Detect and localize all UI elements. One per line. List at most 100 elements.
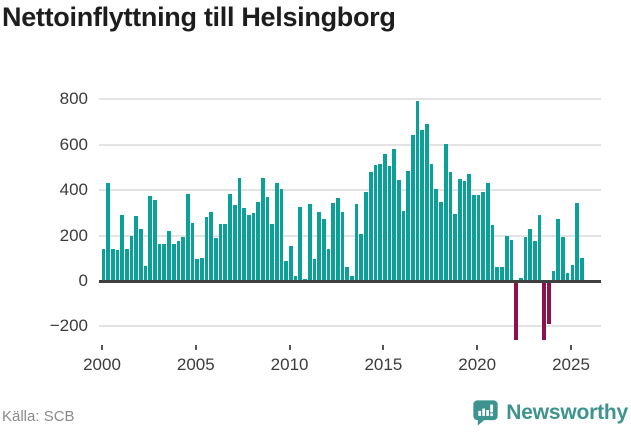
bar-2017q1 (420, 130, 425, 281)
bar-2016q3 (411, 134, 415, 281)
y-axis-label: 600 (59, 134, 88, 154)
bar-2022q2 (518, 277, 523, 281)
bar-2021q1 (495, 267, 500, 281)
bar-2013q2 (350, 276, 354, 281)
bar-2019q3 (467, 174, 471, 281)
bar-2016q1 (401, 210, 406, 281)
x-axis-tick (194, 345, 197, 350)
bar-2008q3 (260, 177, 265, 281)
zero-line (99, 279, 601, 283)
bar-2019q1 (457, 178, 462, 281)
bar-2009q1 (270, 224, 275, 281)
bar-2020q4 (490, 225, 495, 281)
bar-2024q2 (556, 218, 561, 281)
bar-2010q3 (298, 207, 303, 281)
bar-2014q2 (368, 172, 373, 281)
bar-2001q2 (124, 249, 129, 281)
x-axis-tick (570, 345, 572, 350)
bar-2017q3 (429, 164, 434, 281)
y-axis-label: 400 (59, 180, 88, 200)
gridline (99, 234, 601, 237)
bar-2016q4 (415, 100, 420, 281)
bar-2008q1 (251, 212, 256, 281)
bar-2019q2 (462, 181, 467, 281)
bar-2006q2 (218, 224, 223, 281)
bar-2011q1 (307, 203, 312, 281)
y-axis-label: −200 (49, 316, 88, 336)
bar-2025q3 (579, 258, 584, 281)
bar-2022q1 (514, 281, 518, 341)
x-axis-label: 2020 (458, 355, 497, 374)
y-axis-label: 0 (78, 271, 88, 290)
bar-2003q1 (157, 243, 162, 281)
bar-2019q4 (472, 194, 476, 281)
bar-2005q3 (204, 217, 209, 281)
bar-2004q4 (190, 223, 195, 281)
y-axis-label: 200 (59, 225, 88, 245)
gridline (99, 189, 601, 192)
bar-2025q1 (570, 265, 575, 281)
bar-2017q4 (434, 189, 439, 281)
bar-2004q2 (181, 236, 185, 281)
newsworthy-wordmark: Newsworthy (506, 400, 628, 424)
bar-2020q2 (481, 192, 486, 281)
bar-2023q2 (537, 215, 542, 281)
bar-2007q1 (232, 204, 237, 281)
bar-2012q4 (340, 211, 345, 281)
bar-2016q2 (406, 170, 411, 281)
bar-2018q3 (448, 172, 453, 281)
source-caption: Källa: SCB (2, 408, 75, 425)
bar-2003q4 (171, 243, 176, 281)
bar-2000q4 (115, 250, 120, 281)
bar-2015q2 (387, 166, 392, 281)
x-axis-label: 2000 (83, 355, 121, 374)
x-axis-tick (101, 345, 103, 350)
bar-2000q1 (101, 249, 106, 281)
bar-2001q1 (120, 215, 124, 281)
gridline (99, 143, 601, 146)
bar-2008q4 (265, 197, 270, 281)
bar-2002q4 (153, 200, 157, 281)
bar-2013q3 (354, 203, 359, 281)
bar-2014q3 (373, 165, 378, 281)
bar-2011q2 (312, 259, 317, 281)
bar-2006q3 (223, 224, 228, 281)
bar-2012q2 (331, 202, 335, 281)
bar-2003q3 (167, 231, 171, 281)
bar-2025q2 (575, 202, 579, 281)
chart-title: Nettoinflyttning till Helsingborg (2, 2, 396, 32)
bar-2022q3 (523, 236, 528, 281)
bar-2018q4 (453, 214, 457, 281)
x-axis-tick (288, 345, 291, 350)
bar-2006q4 (228, 193, 232, 281)
bar-2005q2 (199, 258, 204, 281)
bar-2011q4 (321, 218, 326, 281)
bar-2012q3 (336, 198, 340, 281)
bar-2015q4 (396, 179, 401, 281)
bar-2020q3 (486, 183, 490, 281)
bar-2004q1 (176, 241, 181, 281)
bar-2010q2 (293, 276, 298, 281)
bar-2007q3 (242, 208, 246, 281)
bar-2018q1 (439, 201, 443, 281)
x-axis-label: 2005 (176, 355, 215, 374)
bar-2014q1 (364, 192, 368, 281)
bar-2003q2 (162, 243, 167, 281)
bar-2021q4 (509, 240, 514, 281)
bar-2017q2 (425, 124, 429, 281)
bar-2023q3 (542, 281, 547, 341)
y-axis-label: 800 (59, 89, 88, 109)
bar-2011q3 (317, 211, 321, 281)
bar-2007q2 (237, 177, 242, 281)
bar-2020q1 (476, 194, 481, 281)
bar-2013q4 (359, 234, 364, 281)
bar-2024q3 (561, 236, 565, 281)
x-axis-label: 2010 (270, 355, 309, 374)
bar-2000q2 (106, 183, 110, 281)
bar-2018q2 (443, 143, 448, 281)
bar-2021q2 (500, 267, 504, 281)
bar-2014q4 (378, 164, 382, 281)
x-axis-label: 2015 (364, 355, 403, 374)
bar-2005q1 (195, 259, 199, 281)
